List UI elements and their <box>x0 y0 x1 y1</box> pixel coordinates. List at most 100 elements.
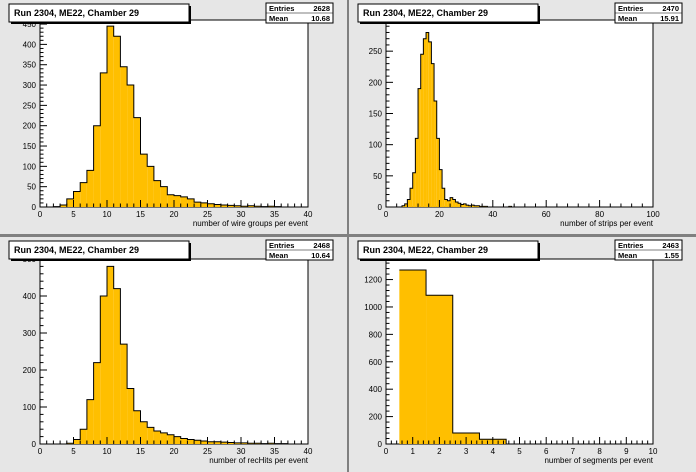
x-tick-label: 80 <box>595 210 604 219</box>
x-tick-label: 4 <box>491 447 496 456</box>
x-tick-label: 30 <box>237 210 246 219</box>
x-tick-label: 40 <box>488 210 497 219</box>
histogram-bar <box>460 204 464 207</box>
histogram-bar <box>468 205 472 207</box>
histogram-2: 0 20 40 60 80 100 0 50 100 150 200 250 number of str… <box>357 2 683 228</box>
y-tick-label: 250 <box>23 101 37 110</box>
histogram-3: 05101520253035400100200300400500number o… <box>8 239 334 465</box>
histogram-bar <box>214 204 221 207</box>
y-tick-label: 400 <box>23 40 37 49</box>
histogram-bar <box>127 85 134 207</box>
x-tick-label: 8 <box>597 447 602 456</box>
x-axis-label: number of strips per event <box>560 219 654 228</box>
histogram-outline <box>40 265 308 445</box>
histogram-bar <box>120 344 128 444</box>
stats-entries-label: Entries <box>618 241 643 250</box>
plot-frame <box>39 258 309 445</box>
x-tick-label: 10 <box>103 447 112 456</box>
x-tick-label: 6 <box>544 447 549 456</box>
histogram-bar <box>80 182 87 207</box>
title-box-shadow <box>360 22 540 24</box>
y-tick-label: 0 <box>378 440 383 449</box>
x-tick-label: 100 <box>646 210 660 219</box>
stats-mean-value: 10.64 <box>311 251 331 260</box>
x-tick-label: 2 <box>437 447 442 456</box>
y-tick-label: 300 <box>23 81 37 90</box>
x-tick-label: 9 <box>624 447 629 456</box>
histogram-bar <box>474 205 477 207</box>
bars <box>66 266 288 444</box>
histogram-bar <box>442 188 445 207</box>
bars <box>53 26 282 208</box>
histogram-bar <box>452 199 456 207</box>
histogram-bar <box>220 204 228 207</box>
x-tick-label: 5 <box>517 447 522 456</box>
x-tick-label: 7 <box>571 447 576 456</box>
stats-entries-label: Entries <box>269 4 294 13</box>
y-tick-label: 0 <box>32 203 37 212</box>
y-tick-label: 200 <box>369 78 383 87</box>
histogram-bar <box>471 205 475 207</box>
histogram-bar <box>120 66 128 207</box>
histogram-bar <box>404 203 408 207</box>
y-tick-label: 0 <box>378 203 383 212</box>
stats-mean-label: Mean <box>618 14 638 23</box>
histogram-pad-3: 05101520253035400100200300400500number o… <box>0 237 347 472</box>
stats-entries-value: 2470 <box>662 4 679 13</box>
chart-title: Run 2304, ME22, Chamber 29 <box>363 245 488 255</box>
histogram-bar <box>455 202 459 207</box>
stats-mean-label: Mean <box>269 251 289 260</box>
histogram-bar <box>463 203 467 207</box>
x-tick-label: 35 <box>270 447 279 456</box>
x-tick-label: 1 <box>410 447 415 456</box>
histogram-bar <box>60 204 67 207</box>
histogram-bar <box>423 38 427 208</box>
histogram-1: 0 5 10 15 20 25 30 35 40050100150200250300350400… <box>8 2 334 228</box>
histogram-bar <box>214 441 221 444</box>
histogram-bar <box>207 441 215 444</box>
x-tick-label: 25 <box>203 210 212 219</box>
y-tick-label: 400 <box>23 292 37 301</box>
stats-entries-label: Entries <box>269 241 294 250</box>
histogram-bar <box>93 125 101 207</box>
bars <box>402 32 512 208</box>
stats-mean-value: 10.68 <box>311 14 330 23</box>
histogram-bar <box>447 200 451 207</box>
title-box-shadow <box>538 243 540 261</box>
histogram-bar <box>140 421 148 444</box>
x-tick-label: 40 <box>304 210 313 219</box>
histogram-bar <box>450 197 453 207</box>
histogram-bar <box>407 199 411 207</box>
chart-title: Run 2304, ME22, Chamber 29 <box>363 8 488 18</box>
y-tick-label: 100 <box>369 141 383 150</box>
x-tick-label: 35 <box>270 210 279 219</box>
x-tick-label: 5 <box>71 210 76 219</box>
y-tick-label: 0 <box>32 440 37 449</box>
histogram-bar <box>187 439 195 444</box>
histogram-bar <box>247 205 255 207</box>
histogram-bar <box>410 188 413 207</box>
histogram-bar <box>167 194 174 207</box>
histogram-bar <box>234 442 241 444</box>
histogram-bar <box>402 205 405 207</box>
y-tick-label: 150 <box>23 142 37 151</box>
y-tick-label: 150 <box>369 110 383 119</box>
histogram-bar <box>73 439 81 444</box>
histogram-bar <box>426 295 453 444</box>
histogram-bar <box>431 63 435 208</box>
histogram-pad-1: 0 5 10 15 20 25 30 35 40 0 50 100 150 200 250 300 350 400… <box>0 0 347 234</box>
stats-mean-label: Mean <box>269 14 289 23</box>
histogram-pad-2: 0 20 40 60 80 100 0 50 100 150 200 250 number of str… <box>349 0 696 234</box>
histogram-bar <box>93 362 101 444</box>
histogram-bar <box>153 180 161 207</box>
histogram-bar <box>428 41 432 207</box>
histogram-bar <box>187 198 195 207</box>
stats-entries-value: 2628 <box>313 4 330 13</box>
histogram-bar <box>399 269 427 444</box>
histogram-bar <box>444 199 448 207</box>
histogram-bar <box>167 434 174 444</box>
x-tick-label: 15 <box>136 210 145 219</box>
histogram-bar <box>434 101 437 207</box>
histogram-bar <box>160 186 168 207</box>
title-box-shadow <box>538 6 540 24</box>
